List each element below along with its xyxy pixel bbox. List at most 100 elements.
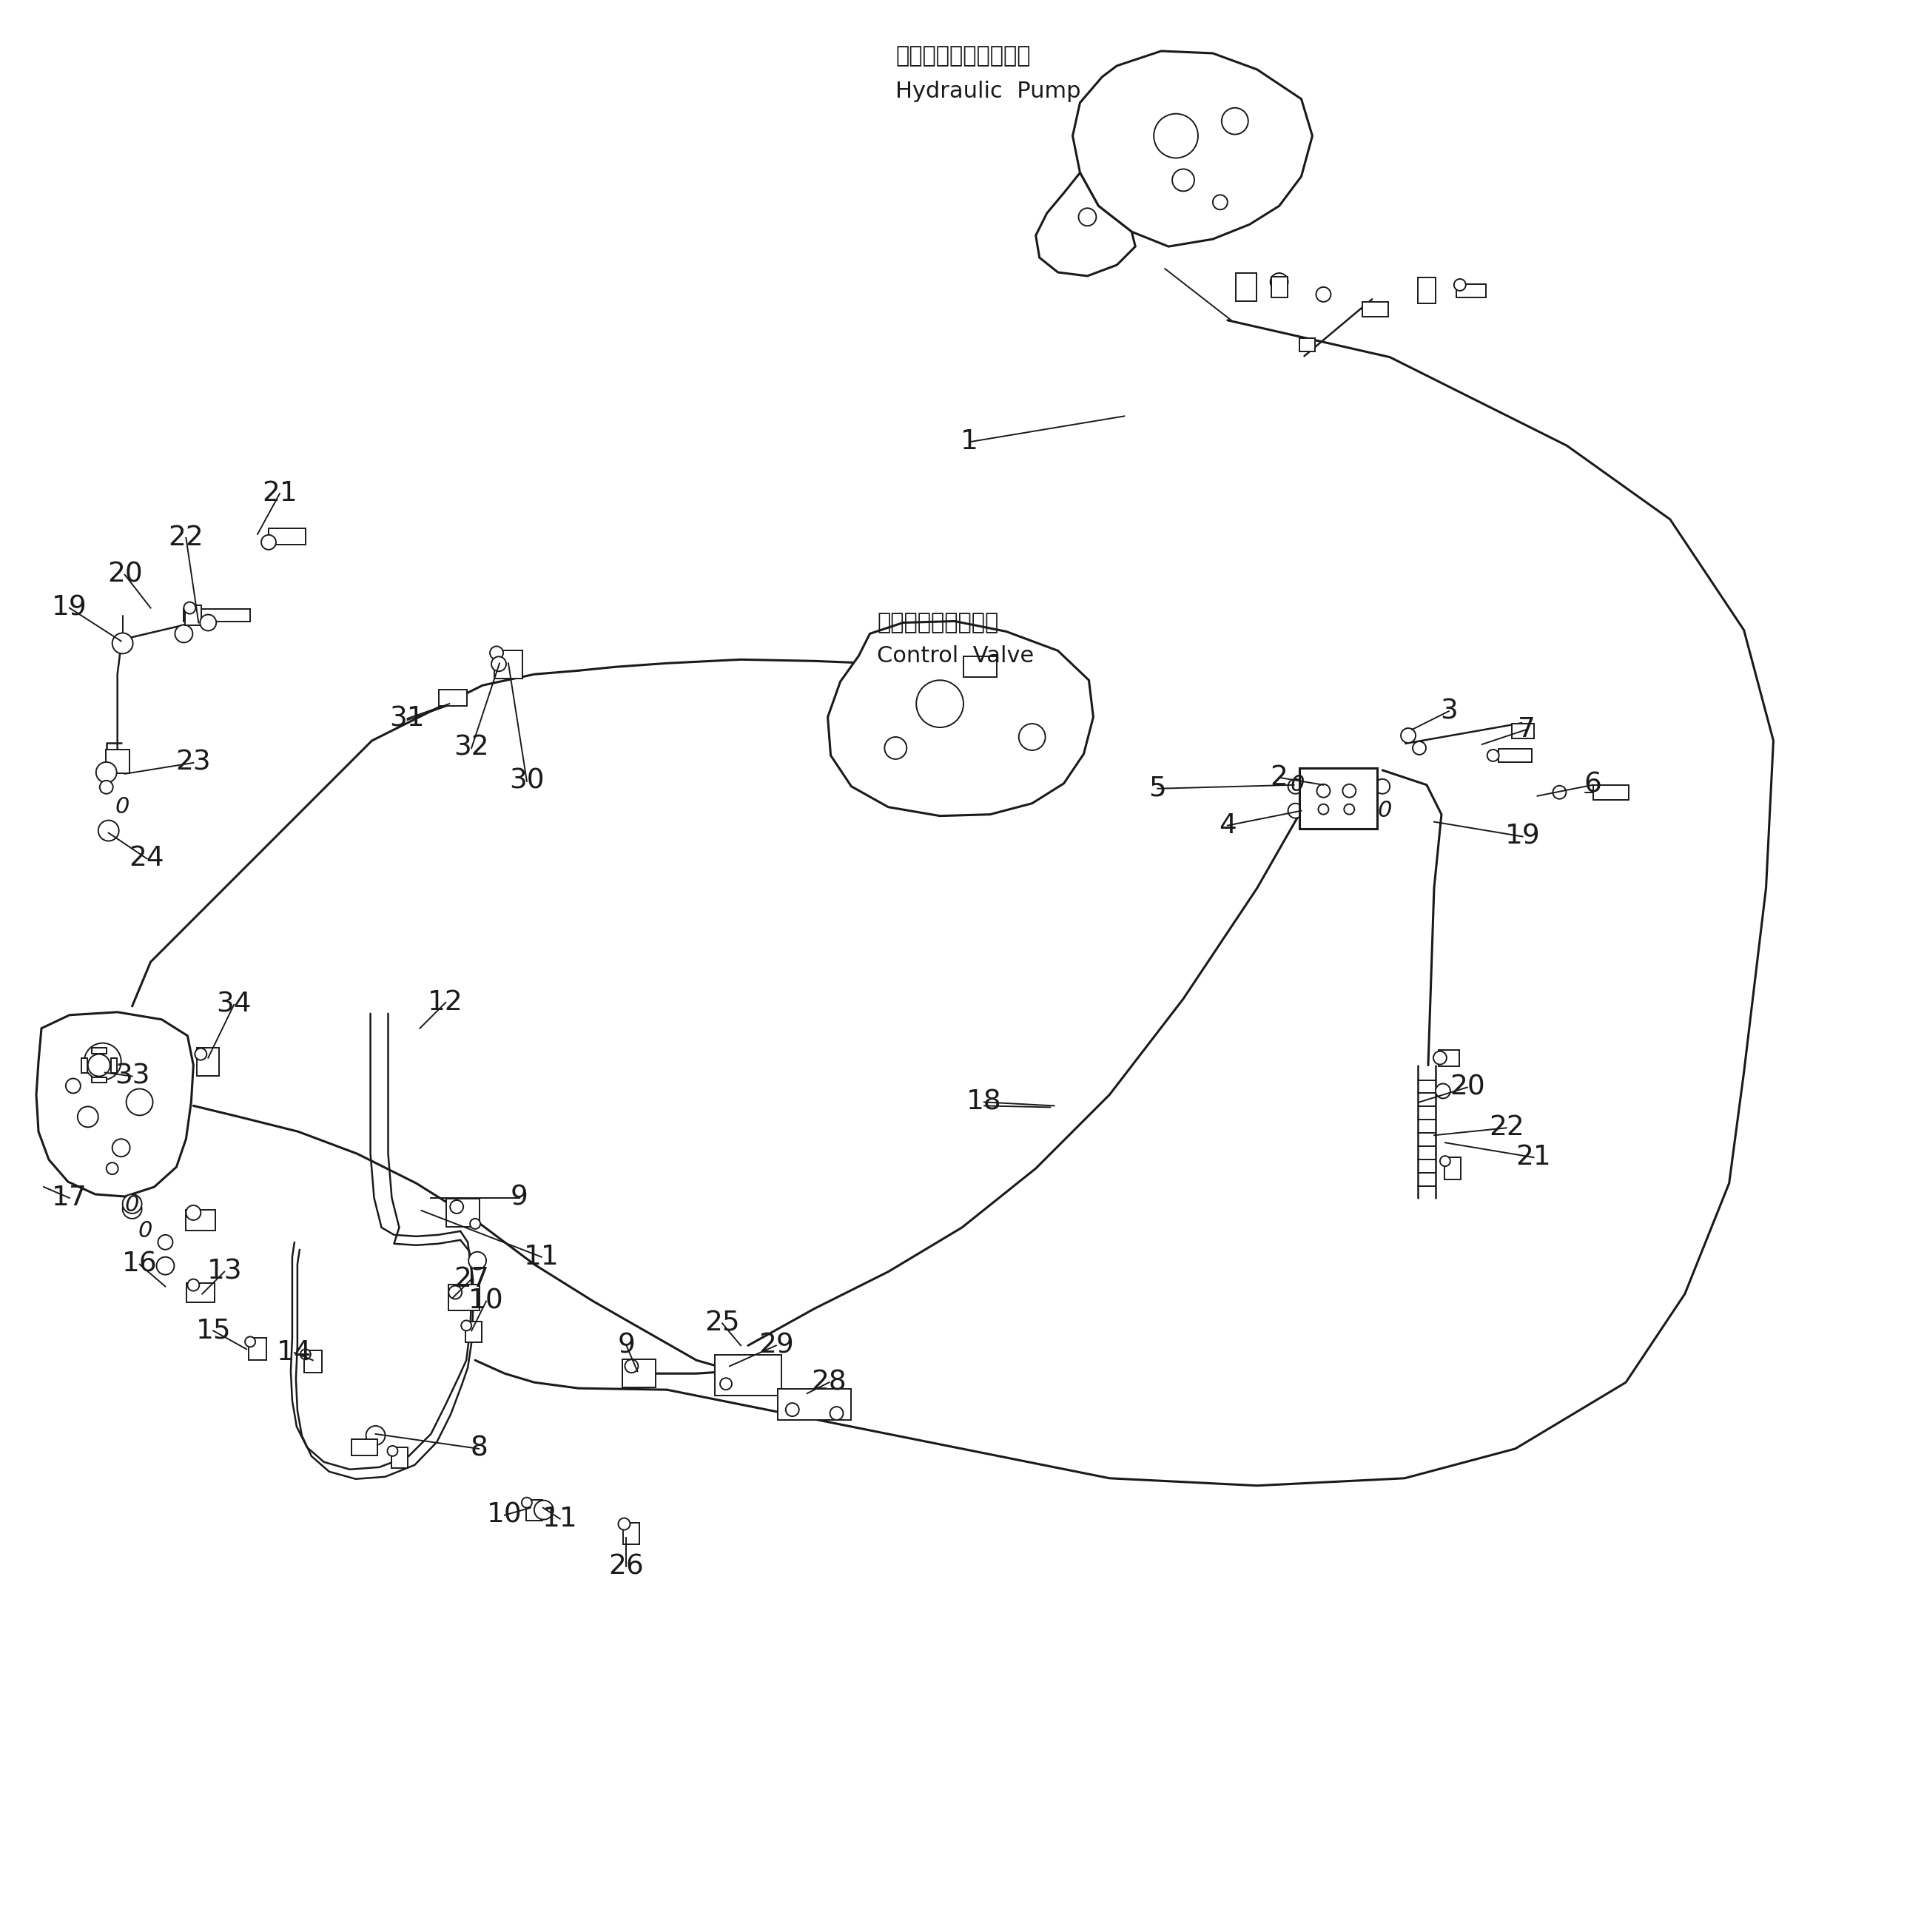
Text: 21: 21 [262,481,298,506]
Text: Hydraulic  Pump: Hydraulic Pump [895,81,1081,102]
Text: 0: 0 [139,1221,152,1242]
Circle shape [1376,779,1389,794]
Circle shape [462,1320,471,1331]
Circle shape [65,1078,81,1094]
Bar [112,1059,117,1072]
Text: 12: 12 [427,989,464,1016]
Text: 10: 10 [469,1289,504,1314]
Text: 27: 27 [454,1265,489,1293]
Bar [716,1354,781,1395]
Circle shape [185,603,196,614]
Circle shape [916,680,964,726]
Text: ハイドロリックポンプ: ハイドロリックポンプ [895,46,1031,68]
Text: 29: 29 [758,1333,795,1358]
Circle shape [106,1163,117,1175]
Circle shape [535,1501,554,1520]
Circle shape [77,1107,98,1126]
Circle shape [194,1049,206,1061]
Bar [392,1447,408,1468]
Circle shape [450,1200,464,1213]
Text: 0: 0 [125,1194,139,1215]
Text: 14: 14 [277,1339,312,1366]
Text: 23: 23 [175,750,212,777]
Circle shape [112,1140,131,1157]
Circle shape [200,614,215,630]
Bar [196,1047,219,1076]
Circle shape [1435,1084,1451,1099]
Circle shape [100,781,114,794]
Text: 25: 25 [704,1310,741,1337]
Text: 33: 33 [115,1063,150,1090]
Circle shape [1439,1155,1451,1167]
Bar [352,1439,377,1455]
Circle shape [387,1445,398,1457]
Circle shape [469,1252,487,1269]
Bar [304,1350,321,1374]
Circle shape [89,1055,110,1076]
Bar [525,1499,543,1520]
Circle shape [1318,804,1329,815]
Circle shape [491,647,504,659]
Circle shape [1287,804,1303,817]
Circle shape [1412,742,1426,755]
Circle shape [1345,804,1354,815]
Polygon shape [1074,50,1312,247]
Text: 11: 11 [523,1244,560,1271]
Text: 28: 28 [812,1370,847,1395]
Bar [1439,1049,1458,1066]
Circle shape [187,1206,200,1221]
Text: 19: 19 [52,595,87,622]
Text: 0: 0 [115,796,129,817]
Bar [106,750,129,773]
Circle shape [1154,114,1199,158]
Circle shape [1287,779,1303,794]
Bar [439,690,468,705]
Text: 0: 0 [1378,800,1391,821]
Circle shape [1172,170,1195,191]
Bar [185,609,250,622]
Circle shape [175,624,192,643]
Circle shape [366,1426,385,1445]
Text: 26: 26 [608,1553,645,1580]
Circle shape [720,1378,731,1389]
Bar [623,1522,639,1544]
Text: 10: 10 [487,1501,521,1528]
Bar [1445,1157,1460,1180]
Text: 5: 5 [1149,775,1166,802]
Circle shape [85,1043,121,1080]
Polygon shape [1035,172,1135,276]
Circle shape [1222,108,1249,135]
Text: 8: 8 [469,1435,487,1463]
Circle shape [1020,724,1045,750]
Text: 24: 24 [129,846,165,871]
Bar [1456,284,1485,298]
Polygon shape [37,1012,194,1196]
Circle shape [187,1279,200,1291]
Bar [1512,724,1533,738]
Circle shape [156,1258,175,1275]
Bar [494,651,523,678]
Text: 20: 20 [1449,1074,1485,1101]
Circle shape [158,1235,173,1250]
Polygon shape [827,622,1093,815]
Circle shape [127,1090,152,1115]
Circle shape [885,736,906,759]
Text: 0: 0 [1291,775,1304,796]
Circle shape [1433,1051,1447,1065]
Text: 22: 22 [167,524,204,551]
Circle shape [1270,272,1287,290]
Bar [1299,767,1378,829]
Bar [1272,276,1287,298]
Bar [777,1389,850,1420]
Text: Control  Valve: Control Valve [877,645,1035,667]
Bar [269,527,306,545]
Text: 2: 2 [1270,765,1287,790]
Bar [1499,750,1532,761]
Circle shape [625,1360,639,1374]
Bar [446,1198,479,1227]
Bar [187,1283,215,1302]
Text: 21: 21 [1516,1144,1551,1171]
Text: 20: 20 [108,562,142,587]
Text: 18: 18 [966,1090,1002,1115]
Bar [81,1059,87,1072]
